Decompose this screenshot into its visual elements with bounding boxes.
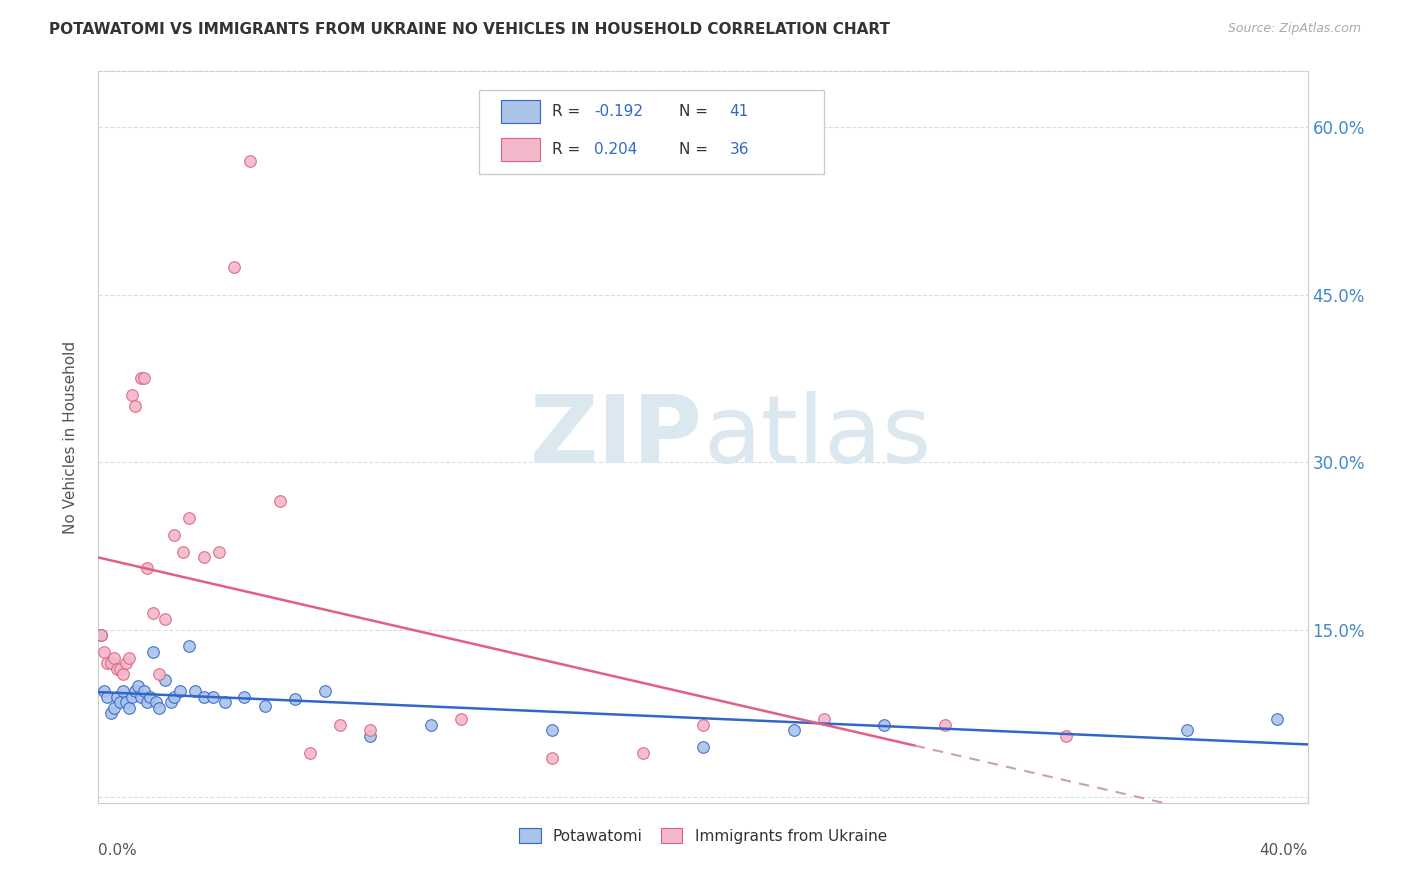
- Point: [163, 528, 186, 542]
- Point: [124, 400, 146, 414]
- Text: atlas: atlas: [703, 391, 931, 483]
- Point: [208, 544, 231, 558]
- Point: [202, 690, 225, 704]
- Point: [121, 690, 143, 704]
- Point: [873, 717, 896, 731]
- Point: [108, 662, 131, 676]
- Point: [105, 662, 128, 676]
- Point: [114, 657, 136, 671]
- Point: [179, 640, 201, 654]
- Point: [90, 628, 112, 642]
- Point: [269, 494, 291, 508]
- Point: [450, 712, 472, 726]
- Point: [284, 692, 307, 706]
- Point: [100, 706, 122, 721]
- Legend: Potawatomi, Immigrants from Ukraine: Potawatomi, Immigrants from Ukraine: [513, 822, 893, 850]
- Point: [153, 673, 176, 687]
- Point: [184, 684, 207, 698]
- Point: [163, 690, 186, 704]
- Point: [103, 650, 125, 665]
- Text: 0.0%: 0.0%: [98, 843, 138, 858]
- Point: [540, 751, 562, 765]
- Point: [360, 723, 382, 738]
- FancyBboxPatch shape: [501, 138, 540, 161]
- Point: [193, 690, 215, 704]
- Point: [129, 371, 152, 385]
- FancyBboxPatch shape: [501, 100, 540, 123]
- Point: [540, 723, 562, 738]
- Point: [90, 628, 112, 642]
- Point: [1175, 723, 1198, 738]
- Point: [93, 645, 115, 659]
- Point: [111, 684, 134, 698]
- Text: 40.0%: 40.0%: [1260, 843, 1308, 858]
- Point: [239, 153, 262, 168]
- Point: [105, 690, 128, 704]
- Text: 36: 36: [730, 142, 749, 157]
- Point: [299, 746, 322, 760]
- Point: [129, 690, 152, 704]
- Point: [692, 717, 714, 731]
- Point: [111, 667, 134, 681]
- Point: [118, 701, 141, 715]
- Point: [224, 260, 246, 274]
- Text: N =: N =: [679, 142, 713, 157]
- Point: [135, 695, 157, 709]
- Point: [1054, 729, 1077, 743]
- Point: [783, 723, 806, 738]
- Point: [214, 695, 236, 709]
- Point: [692, 739, 714, 754]
- Point: [153, 611, 176, 625]
- Text: R =: R =: [551, 104, 585, 120]
- Point: [420, 717, 443, 731]
- Point: [100, 657, 122, 671]
- Text: R =: R =: [551, 142, 585, 157]
- Point: [631, 746, 654, 760]
- Point: [114, 695, 136, 709]
- Point: [142, 606, 165, 620]
- Point: [145, 695, 167, 709]
- Point: [232, 690, 254, 704]
- Point: [148, 701, 170, 715]
- Point: [139, 690, 162, 704]
- Text: -0.192: -0.192: [595, 104, 643, 120]
- FancyBboxPatch shape: [479, 90, 824, 174]
- Point: [314, 684, 336, 698]
- Text: 0.204: 0.204: [595, 142, 637, 157]
- Point: [329, 717, 352, 731]
- Point: [360, 729, 382, 743]
- Point: [124, 684, 146, 698]
- Y-axis label: No Vehicles in Household: No Vehicles in Household: [63, 341, 77, 533]
- Point: [121, 388, 143, 402]
- Point: [103, 701, 125, 715]
- Point: [193, 550, 215, 565]
- Point: [118, 650, 141, 665]
- Point: [127, 679, 149, 693]
- Point: [142, 645, 165, 659]
- Point: [132, 684, 155, 698]
- Point: [160, 695, 183, 709]
- Point: [132, 371, 155, 385]
- Point: [179, 511, 201, 525]
- Text: ZIP: ZIP: [530, 391, 703, 483]
- Point: [148, 667, 170, 681]
- Point: [934, 717, 956, 731]
- Point: [96, 690, 118, 704]
- Point: [169, 684, 191, 698]
- Point: [253, 698, 276, 713]
- Point: [135, 561, 157, 575]
- Point: [93, 684, 115, 698]
- Point: [1267, 712, 1289, 726]
- Text: Source: ZipAtlas.com: Source: ZipAtlas.com: [1227, 22, 1361, 36]
- Point: [813, 712, 835, 726]
- Text: POTAWATOMI VS IMMIGRANTS FROM UKRAINE NO VEHICLES IN HOUSEHOLD CORRELATION CHART: POTAWATOMI VS IMMIGRANTS FROM UKRAINE NO…: [49, 22, 890, 37]
- Point: [172, 544, 194, 558]
- Point: [108, 695, 131, 709]
- Point: [96, 657, 118, 671]
- Text: 41: 41: [730, 104, 749, 120]
- Text: N =: N =: [679, 104, 713, 120]
